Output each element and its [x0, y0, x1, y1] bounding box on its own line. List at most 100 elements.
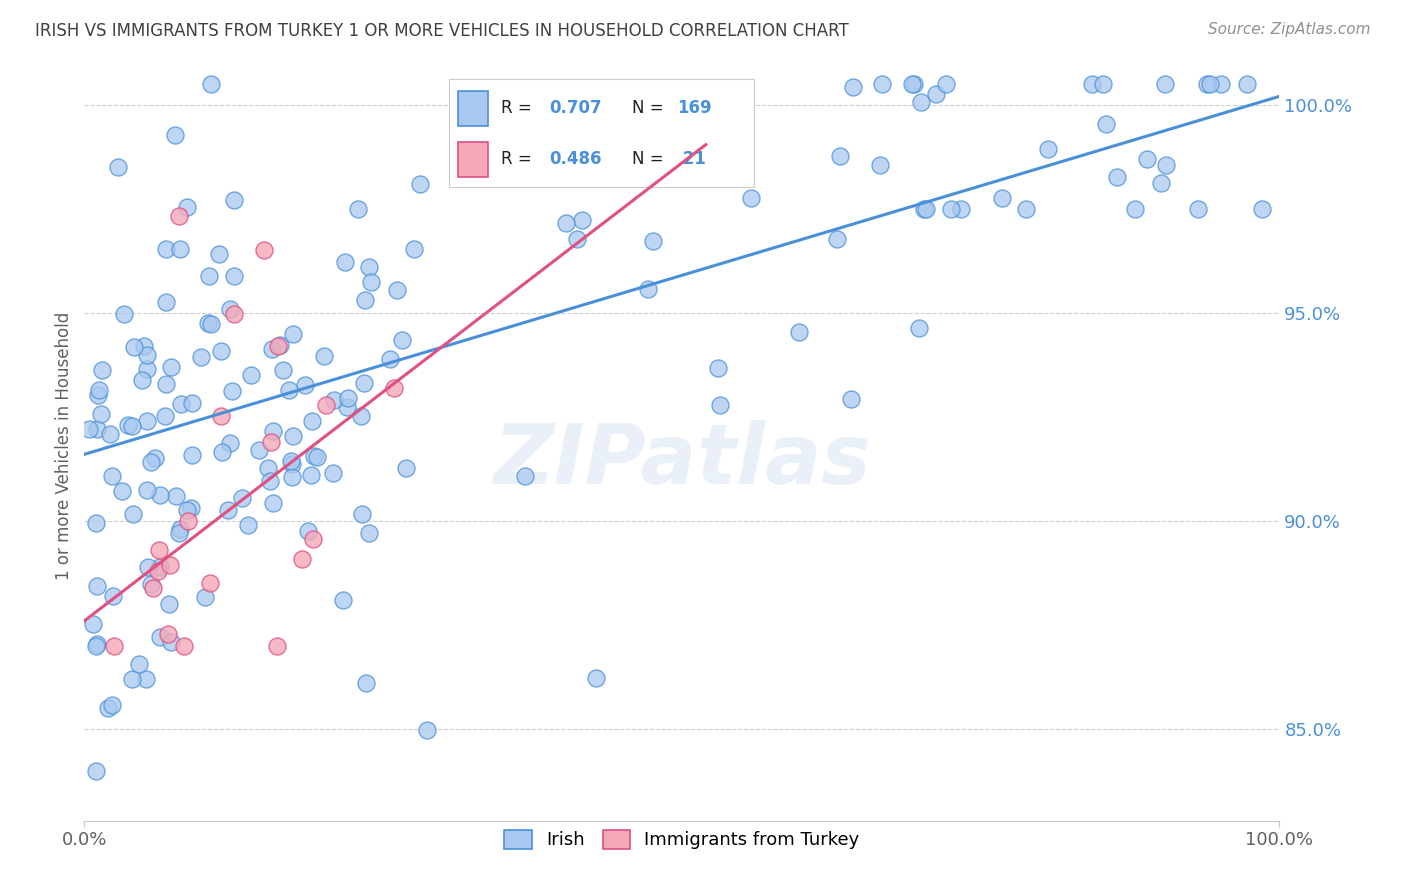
- Point: [180, 500, 202, 515]
- Point: [301, 414, 323, 428]
- Point: [101, 589, 124, 603]
- Point: [124, 340, 146, 354]
- Point: [86, 422, 108, 436]
- Point: [266, 639, 288, 653]
- Point: [219, 301, 242, 316]
- Point: [915, 202, 938, 216]
- Point: [190, 350, 212, 364]
- Point: [155, 409, 177, 423]
- Point: [825, 232, 848, 246]
- Point: [571, 212, 593, 227]
- Point: [354, 675, 377, 690]
- Point: [935, 77, 957, 91]
- Point: [333, 254, 356, 268]
- Text: IRISH VS IMMIGRANTS FROM TURKEY 1 OR MORE VEHICLES IN HOUSEHOLD CORRELATION CHAR: IRISH VS IMMIGRANTS FROM TURKEY 1 OR MOR…: [35, 22, 849, 40]
- Point: [262, 425, 284, 439]
- Point: [609, 149, 631, 163]
- Point: [901, 77, 924, 91]
- Point: [302, 532, 325, 546]
- Point: [121, 672, 143, 686]
- Point: [1154, 158, 1177, 172]
- Point: [260, 434, 283, 449]
- Point: [841, 392, 863, 406]
- Point: [121, 419, 143, 434]
- Point: [169, 242, 191, 256]
- Point: [523, 135, 546, 149]
- Point: [280, 454, 302, 468]
- Point: [869, 158, 891, 172]
- Point: [160, 635, 183, 649]
- Point: [347, 202, 370, 216]
- Point: [135, 414, 157, 428]
- Point: [177, 514, 200, 528]
- Point: [200, 576, 222, 591]
- Point: [170, 397, 193, 411]
- Point: [337, 392, 360, 406]
- Point: [391, 333, 413, 347]
- Point: [842, 80, 865, 95]
- Text: Source: ZipAtlas.com: Source: ZipAtlas.com: [1208, 22, 1371, 37]
- Point: [281, 429, 304, 443]
- Point: [360, 275, 382, 289]
- Point: [267, 338, 290, 352]
- Point: [134, 339, 156, 353]
- Point: [554, 216, 576, 230]
- Point: [700, 160, 723, 174]
- Point: [1199, 77, 1222, 91]
- Point: [1107, 169, 1129, 184]
- Point: [155, 243, 177, 257]
- Point: [82, 617, 104, 632]
- Point: [149, 560, 172, 574]
- Point: [299, 468, 322, 483]
- Point: [870, 77, 893, 91]
- Point: [149, 488, 172, 502]
- Point: [637, 282, 659, 296]
- Point: [149, 630, 172, 644]
- Point: [280, 469, 302, 483]
- Point: [283, 326, 305, 341]
- Point: [97, 701, 120, 715]
- Point: [86, 764, 108, 778]
- Point: [157, 597, 180, 611]
- Point: [706, 361, 728, 376]
- Point: [565, 232, 588, 246]
- Point: [352, 508, 374, 522]
- Point: [197, 317, 219, 331]
- Point: [211, 444, 233, 458]
- Point: [1136, 152, 1159, 166]
- Point: [564, 99, 586, 113]
- Point: [912, 202, 935, 216]
- Point: [380, 351, 402, 366]
- Y-axis label: 1 or more Vehicles in Household: 1 or more Vehicles in Household: [55, 312, 73, 580]
- Point: [257, 461, 280, 475]
- Point: [90, 407, 112, 421]
- Point: [1094, 117, 1116, 131]
- Point: [155, 376, 177, 391]
- Point: [217, 503, 239, 517]
- Point: [323, 393, 346, 408]
- Point: [159, 558, 181, 572]
- Point: [169, 522, 191, 536]
- Point: [101, 698, 124, 712]
- Point: [86, 637, 108, 651]
- Point: [1015, 202, 1038, 216]
- Point: [350, 409, 373, 424]
- Point: [332, 592, 354, 607]
- Point: [1150, 177, 1173, 191]
- Point: [312, 349, 335, 363]
- Point: [198, 268, 221, 283]
- Point: [297, 524, 319, 538]
- Point: [84, 516, 107, 530]
- Point: [141, 455, 163, 469]
- Point: [111, 484, 134, 499]
- Point: [273, 363, 295, 377]
- Point: [294, 378, 316, 392]
- Point: [1123, 202, 1146, 216]
- Point: [709, 399, 731, 413]
- Point: [456, 110, 478, 124]
- Point: [86, 639, 108, 653]
- Point: [1038, 142, 1060, 156]
- Point: [1211, 77, 1233, 91]
- Point: [157, 627, 180, 641]
- Point: [353, 376, 375, 390]
